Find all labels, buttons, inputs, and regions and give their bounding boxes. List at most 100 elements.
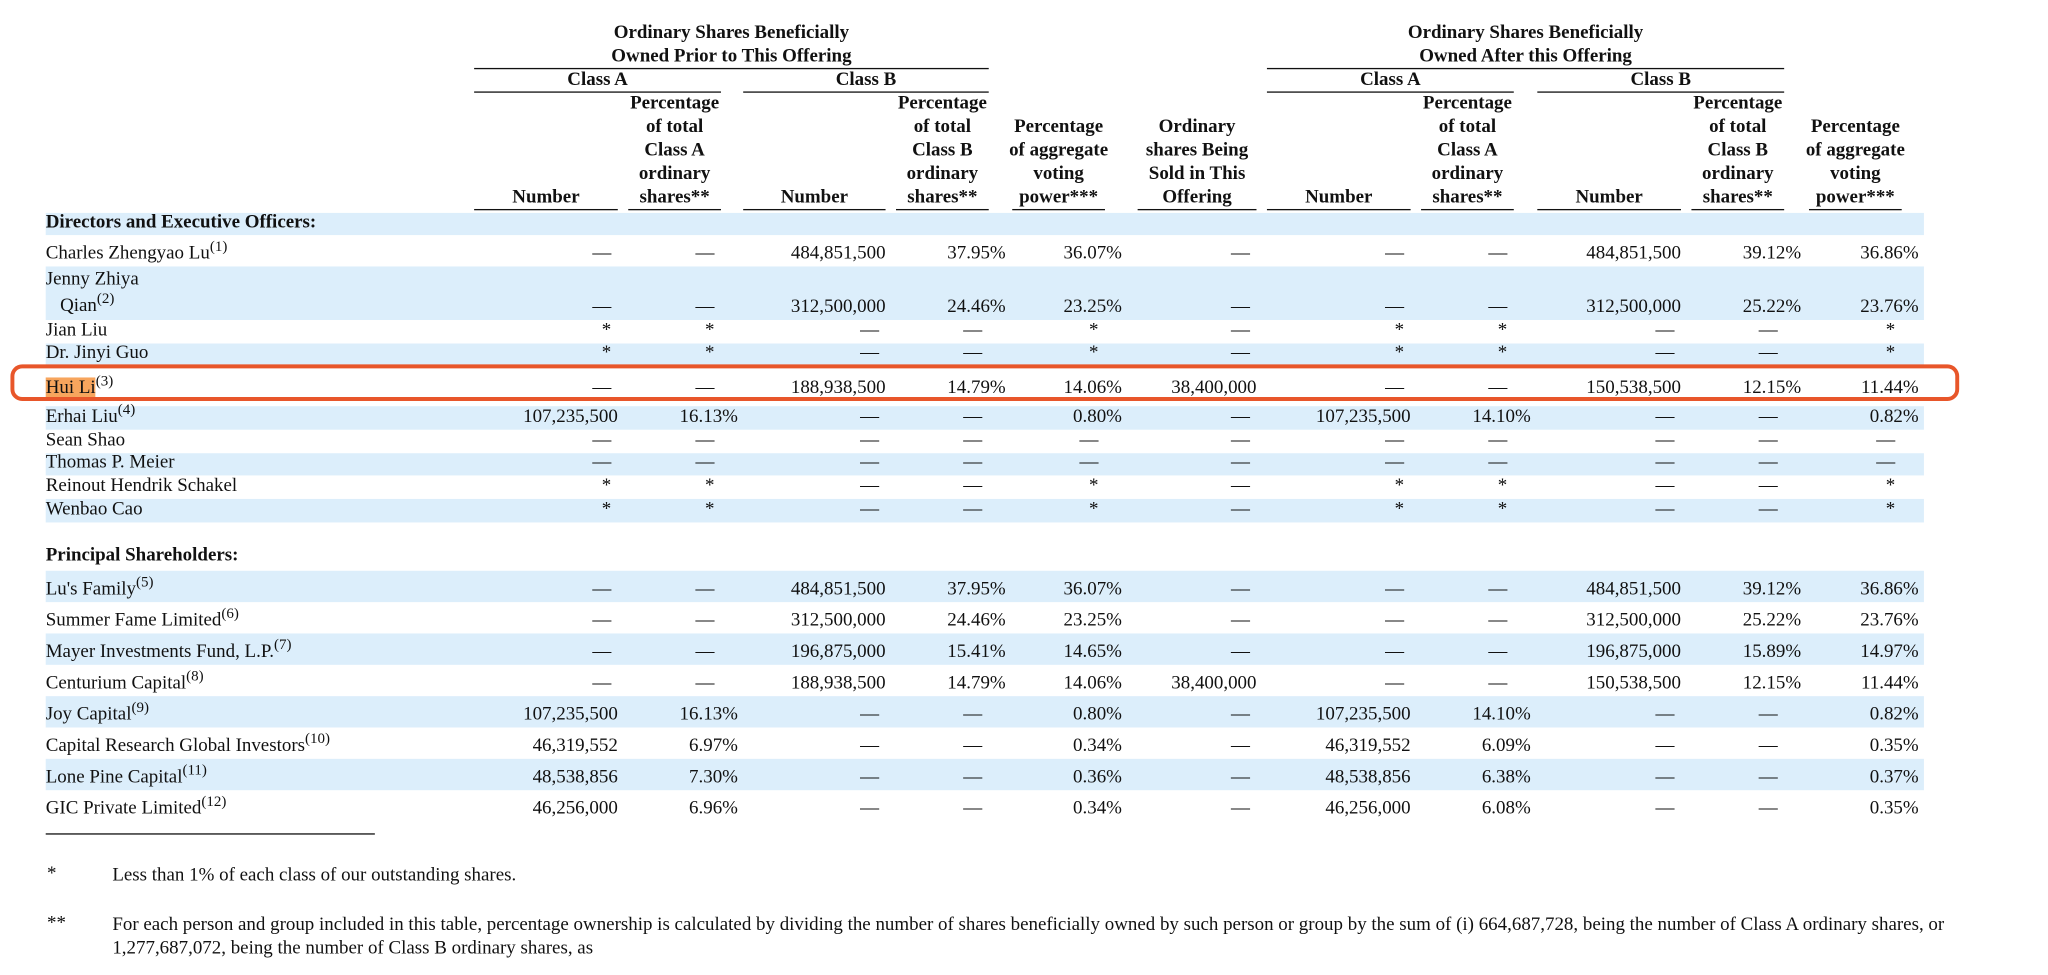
cell: — bbox=[1385, 429, 1405, 451]
cell: — bbox=[963, 429, 983, 451]
cell: 0.35% bbox=[1869, 735, 1919, 757]
row-name-text: Summer Fame Limited bbox=[45, 609, 222, 631]
footnote-marker: * bbox=[47, 863, 57, 885]
cell: — bbox=[860, 766, 880, 788]
table-row: Jenny Zhiya Qian(2) — — 312,500,000 24.46% 23… bbox=[45, 266, 1924, 320]
cell: — bbox=[695, 641, 715, 663]
row-name-text: Hui Li bbox=[45, 377, 96, 399]
column-header: Ordinary shares Being Sold in This Offer… bbox=[1132, 94, 1261, 209]
column-header: Number bbox=[1267, 94, 1411, 209]
cell: — bbox=[1231, 578, 1250, 600]
class-rule bbox=[1537, 91, 1785, 93]
cell: 188,938,500 bbox=[790, 377, 886, 399]
cell: — bbox=[592, 429, 612, 451]
cell: * bbox=[1394, 475, 1405, 497]
row-name: Capital Research Global Investors(10) bbox=[45, 732, 330, 757]
cell: — bbox=[1758, 451, 1778, 473]
cell: 107,235,500 bbox=[523, 703, 618, 725]
class-header: Class B bbox=[835, 69, 897, 91]
row-name-text: Reinout Hendrik Schakel bbox=[45, 475, 238, 497]
table-row: Lu's Family(5) — — 484,851,500 37.95% 36.07% —… bbox=[45, 570, 1924, 603]
table-row: Jian Liu * * — — * — * * — — * bbox=[46, 320, 1924, 344]
cell: — bbox=[1231, 735, 1250, 757]
cell: 6.09% bbox=[1481, 735, 1531, 757]
row-name-text: Erhai Liu bbox=[45, 406, 118, 428]
footnote-text: Less than 1% of each class of our outsta… bbox=[112, 864, 517, 886]
footnote-ref: (4) bbox=[117, 402, 136, 418]
row-name: Erhai Liu(4) bbox=[45, 403, 136, 428]
cell: 0.35% bbox=[1869, 798, 1919, 819]
cell: — bbox=[1758, 342, 1778, 364]
footnote-ref: (1) bbox=[209, 239, 228, 255]
cell: 6.96% bbox=[689, 798, 738, 819]
column-rule bbox=[1421, 208, 1514, 211]
column-header-text: Percentage of total Class A ordinary sha… bbox=[630, 92, 720, 208]
cell: 36.86% bbox=[1860, 578, 1919, 600]
footnote-ref: (3) bbox=[95, 373, 114, 390]
table-row: Reinout Hendrik Schakel * * — — * — * * — — * bbox=[46, 475, 1924, 499]
cell: 312,500,000 bbox=[790, 609, 886, 631]
class-header: Class B bbox=[1630, 69, 1691, 91]
cell: 15.89% bbox=[1742, 641, 1802, 663]
column-header-text: Percentage of aggregate voting power*** bbox=[1009, 116, 1109, 208]
cell: — bbox=[860, 735, 880, 757]
cell: * bbox=[704, 475, 715, 497]
column-header: Number bbox=[743, 94, 885, 209]
cell: 6.38% bbox=[1481, 766, 1531, 788]
cell: 37.95% bbox=[947, 578, 1006, 600]
column-rule bbox=[1266, 208, 1411, 211]
row-name: Joy Capital(9) bbox=[46, 700, 149, 726]
column-rule bbox=[1691, 208, 1785, 211]
section-title: Directors and Executive Officers: bbox=[45, 211, 317, 233]
cell: 0.37% bbox=[1869, 766, 1919, 788]
cell: 0.82% bbox=[1869, 703, 1919, 725]
class-header: Class A bbox=[1360, 69, 1421, 91]
column-header-text: Percentage of total Class A ordinary sha… bbox=[1422, 92, 1512, 208]
row-name-text: Mayer Investments Fund, L.P. bbox=[45, 641, 275, 663]
cell: — bbox=[1655, 406, 1675, 428]
cell: — bbox=[1655, 429, 1675, 451]
cell: 107,235,500 bbox=[523, 406, 618, 428]
cell: 312,500,000 bbox=[1586, 609, 1681, 631]
row-name: Lu's Family(5) bbox=[46, 575, 154, 601]
column-header: Percentage of aggregate voting power*** bbox=[1804, 94, 1907, 209]
footnote-ref: (7) bbox=[274, 637, 292, 654]
group-header: Ordinary Shares Beneficially Owned After… bbox=[1407, 22, 1644, 67]
cell: — bbox=[963, 451, 983, 473]
cell: * bbox=[1497, 475, 1508, 497]
cell: * bbox=[1885, 342, 1896, 364]
table-row: Erhai Liu(4) 107,235,500 16.13% — — 0.80% — 107… bbox=[45, 403, 1924, 430]
cell: 46,256,000 bbox=[532, 798, 618, 819]
cell: 196,875,000 bbox=[790, 641, 886, 663]
row-name-text: Capital Research Global Investors bbox=[45, 735, 305, 757]
cell: * bbox=[704, 319, 715, 341]
row-name: GIC Private Limited(12) bbox=[46, 794, 227, 820]
group-header: Ordinary Shares Beneficially Owned Prior… bbox=[611, 22, 852, 67]
cell: 46,319,552 bbox=[1325, 735, 1411, 757]
row-name-text: Thomas P. Meier bbox=[45, 451, 175, 473]
cell: 24.46% bbox=[947, 296, 1006, 318]
cell: — bbox=[1385, 377, 1405, 399]
cell: — bbox=[1758, 735, 1778, 757]
cell: 6.08% bbox=[1481, 798, 1531, 819]
cell: — bbox=[860, 429, 880, 451]
table-row: Dr. Jinyi Guo * * — — * — * * — — * bbox=[45, 342, 1924, 366]
cell: 484,851,500 bbox=[790, 578, 886, 600]
table-row: Lone Pine Capital(11) 48,538,856 7.30% — — 0.… bbox=[45, 758, 1924, 791]
cell: — bbox=[695, 609, 715, 631]
class-rule bbox=[474, 91, 721, 93]
cell: — bbox=[592, 451, 612, 473]
cell: — bbox=[695, 578, 715, 600]
cell: * bbox=[1497, 319, 1508, 341]
cell: — bbox=[1488, 242, 1508, 264]
cell: 14.10% bbox=[1472, 703, 1531, 725]
row-name-text: Lone Pine Capital bbox=[45, 766, 183, 788]
cell: 14.97% bbox=[1860, 641, 1919, 663]
column-rule bbox=[895, 208, 989, 211]
cell: * bbox=[601, 342, 612, 364]
cell: * bbox=[1885, 319, 1896, 341]
cell: — bbox=[1758, 475, 1778, 497]
cell: — bbox=[1758, 798, 1778, 819]
